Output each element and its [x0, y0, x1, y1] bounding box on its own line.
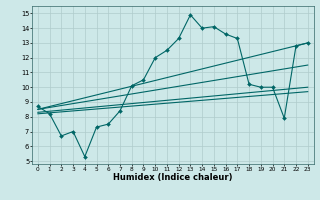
X-axis label: Humidex (Indice chaleur): Humidex (Indice chaleur): [113, 173, 233, 182]
